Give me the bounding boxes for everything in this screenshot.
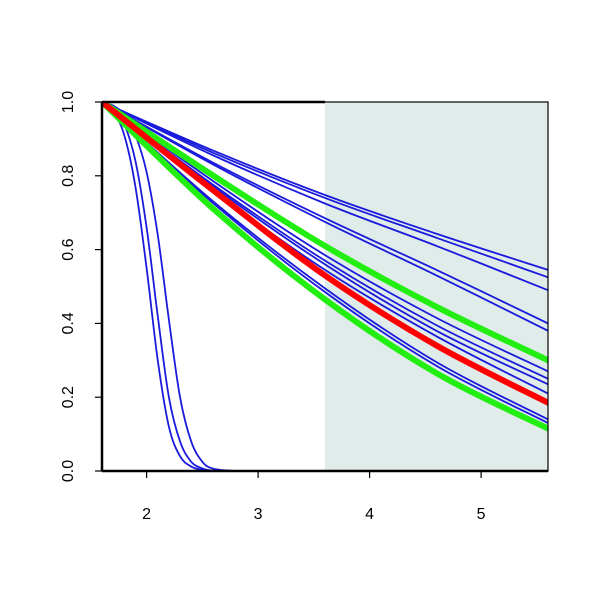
- series-line-blue-4: [102, 102, 548, 279]
- y-tick-label-1: 0.2: [60, 386, 77, 408]
- series-line-blue-9: [102, 102, 548, 373]
- y-tick-label-5: 1.0: [60, 91, 77, 113]
- y-tick-label-2: 0.4: [60, 312, 77, 334]
- x-tick-label-2: 4: [365, 506, 374, 523]
- y-tick-label-3: 0.6: [60, 238, 77, 260]
- series-line-green-15: [102, 102, 548, 364]
- series-line-blue-6: [102, 102, 548, 325]
- x-tick-label-3: 5: [477, 506, 486, 523]
- series-line-red-17: [102, 102, 548, 406]
- series-line-blue-7: [102, 102, 548, 332]
- series-line-green-16: [102, 102, 548, 432]
- axes: 2 3 4 5 0.0 0.2 0.4 0.6 0.8 1.0: [60, 91, 549, 523]
- series-line-blue-1: [102, 102, 548, 471]
- series-line-blue-5: [102, 102, 548, 292]
- y-tick-label-0: 0.0: [60, 460, 77, 482]
- x-tick-label-0: 2: [142, 506, 151, 523]
- series-line-blue-0: [102, 102, 548, 471]
- x-tick-label-1: 3: [254, 506, 263, 523]
- series-line-blue-3: [102, 102, 548, 271]
- series-group: [102, 102, 548, 471]
- y-tick-label-4: 0.8: [60, 165, 77, 187]
- plot-area: [102, 102, 548, 471]
